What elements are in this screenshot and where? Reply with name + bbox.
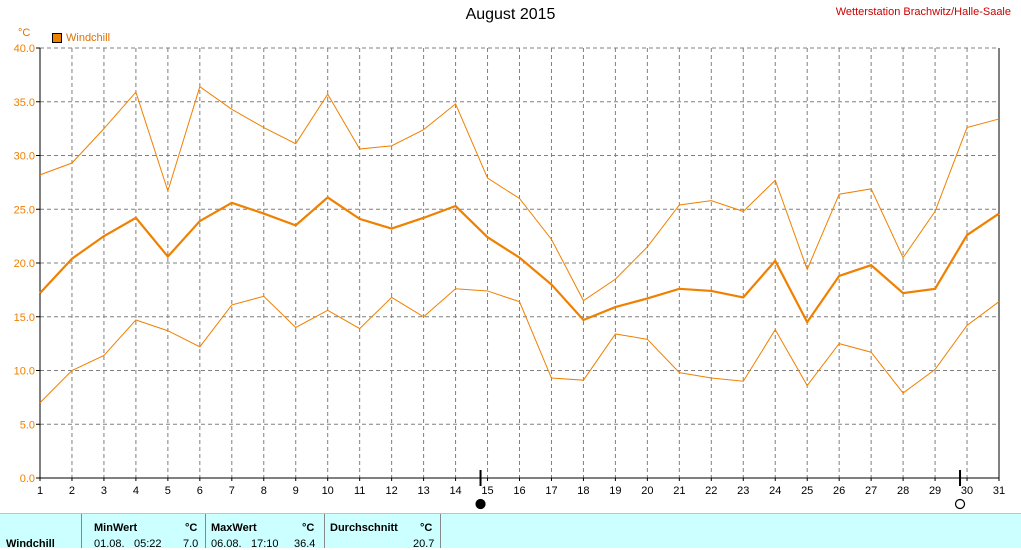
x-tick-label: 20 bbox=[641, 485, 653, 497]
x-tick-label: 3 bbox=[101, 485, 107, 497]
y-axis-unit: °C bbox=[18, 27, 31, 39]
x-tick-label: 7 bbox=[229, 485, 235, 497]
y-tick-label: 20.0 bbox=[14, 258, 35, 270]
x-tick-label: 23 bbox=[737, 485, 749, 497]
min-unit: °C bbox=[185, 522, 198, 534]
x-tick-label: 5 bbox=[165, 485, 171, 497]
x-tick-label: 13 bbox=[417, 485, 429, 497]
x-tick-label: 9 bbox=[293, 485, 299, 497]
series-line-mean bbox=[39, 196, 1000, 325]
min-header: MinWert bbox=[94, 522, 138, 534]
x-tick-label: 6 bbox=[197, 485, 203, 497]
legend: Windchill bbox=[52, 32, 110, 44]
series-line-max bbox=[39, 85, 1000, 302]
min-value: 7.0 bbox=[183, 538, 199, 550]
x-tick-label: 14 bbox=[449, 485, 461, 497]
x-tick-label: 29 bbox=[929, 485, 941, 497]
x-tick-label: 15 bbox=[481, 485, 493, 497]
new-moon-icon bbox=[475, 498, 486, 510]
x-tick-label: 11 bbox=[354, 485, 365, 497]
y-tick-label: 10.0 bbox=[14, 366, 35, 378]
min-time: 05:22 bbox=[134, 538, 162, 550]
x-tick-label: 17 bbox=[545, 485, 557, 497]
avg-header: Durchschnitt bbox=[330, 522, 398, 534]
x-tick-label: 12 bbox=[386, 485, 398, 497]
series-line-min bbox=[39, 288, 1000, 404]
x-tick-label: 10 bbox=[322, 485, 334, 497]
x-tick-label: 31 bbox=[993, 485, 1005, 497]
y-tick-label: 40.0 bbox=[14, 43, 35, 55]
avg-value: 20.7 bbox=[413, 538, 435, 550]
y-tick-label: 15.0 bbox=[14, 312, 35, 324]
min-date: 01.08. bbox=[94, 538, 125, 550]
windchill-chart: 0.05.010.015.020.025.030.035.040.01 2 3 4 5 6… bbox=[14, 43, 1005, 510]
station-name: Wetterstation Brachwitz/Halle-Saale bbox=[835, 6, 1011, 18]
chart-title: August 2015 bbox=[465, 6, 556, 23]
stats-row-label: Windchill bbox=[6, 538, 55, 550]
x-tick-label: 30 bbox=[961, 485, 973, 497]
y-tick-label: 35.0 bbox=[14, 97, 35, 109]
y-tick-label: 0.0 bbox=[20, 473, 35, 485]
full-moon-icon bbox=[954, 498, 966, 510]
legend-label: Windchill bbox=[66, 32, 111, 44]
max-date: 06.08. bbox=[211, 538, 242, 550]
avg-unit: °C bbox=[420, 522, 433, 534]
x-tick-label: 8 bbox=[261, 485, 267, 497]
max-value: 36.4 bbox=[294, 538, 316, 550]
x-tick-label: 22 bbox=[705, 485, 717, 497]
x-tick-label: 18 bbox=[577, 485, 589, 497]
stats-bar: Windchill MinWert °C 01.08. 05:22 7.0 Ma… bbox=[0, 513, 1021, 550]
y-tick-label: 5.0 bbox=[20, 419, 35, 431]
x-tick-label: 24 bbox=[769, 485, 781, 497]
x-tick-label: 16 bbox=[513, 485, 525, 497]
x-tick-label: 21 bbox=[673, 485, 685, 497]
max-header: MaxWert bbox=[211, 522, 257, 534]
x-tick-label: 4 bbox=[133, 485, 139, 497]
x-tick-label: 27 bbox=[865, 485, 877, 497]
x-tick-label: 28 bbox=[897, 485, 909, 497]
y-tick-label: 25.0 bbox=[14, 204, 35, 216]
x-tick-label: 1 bbox=[37, 485, 43, 497]
max-unit: °C bbox=[302, 522, 315, 534]
x-tick-label: 2 bbox=[69, 485, 75, 497]
x-tick-label: 19 bbox=[609, 485, 621, 497]
max-time: 17:10 bbox=[251, 538, 279, 550]
x-tick-label: 25 bbox=[801, 485, 813, 497]
y-tick-label: 30.0 bbox=[14, 151, 35, 163]
legend-swatch bbox=[52, 33, 62, 43]
x-tick-label: 26 bbox=[833, 485, 845, 497]
